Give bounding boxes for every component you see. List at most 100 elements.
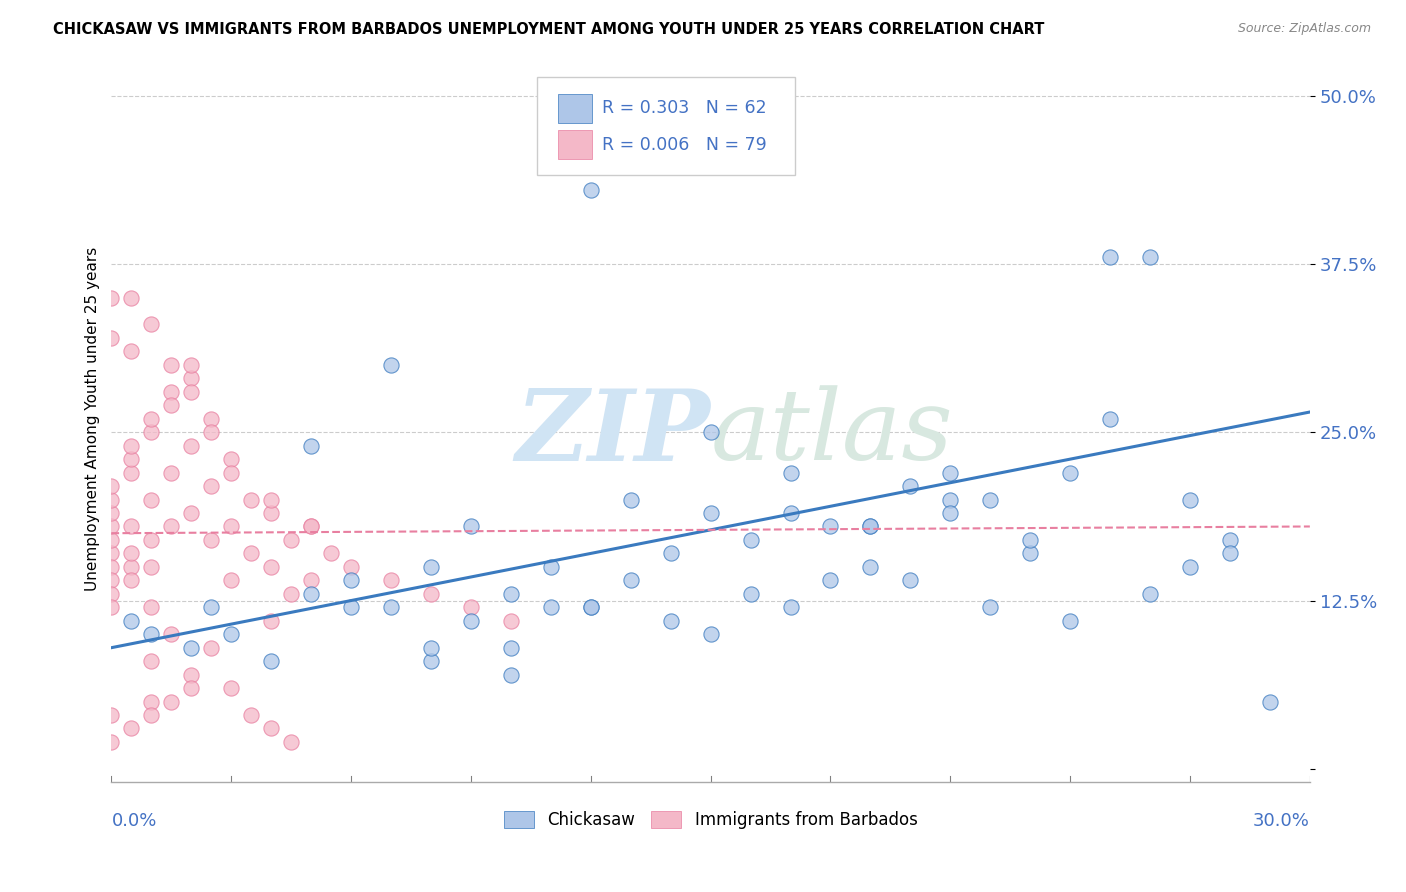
Point [898, 479, 921, 493]
Point [260, 560, 283, 574]
Point [340, 600, 363, 615]
Point [260, 614, 283, 628]
FancyBboxPatch shape [537, 77, 794, 175]
Point [200, 425, 222, 440]
Point [280, 587, 302, 601]
Point [219, 627, 242, 641]
Point [200, 600, 222, 615]
Point [160, 627, 183, 641]
Point [100, 492, 122, 507]
Point [1099, 250, 1122, 264]
Point [141, 654, 163, 668]
Point [380, 358, 402, 372]
Point [579, 183, 602, 197]
Text: R = 0.303   N = 62: R = 0.303 N = 62 [602, 99, 766, 117]
Point [859, 519, 882, 533]
Point [219, 681, 242, 695]
Point [420, 560, 443, 574]
Point [1219, 546, 1241, 560]
Point [141, 600, 163, 615]
Point [1178, 560, 1201, 574]
Point [180, 681, 202, 695]
Point [180, 640, 202, 655]
Point [540, 560, 562, 574]
FancyBboxPatch shape [558, 94, 592, 123]
Point [1219, 533, 1241, 547]
Point [219, 452, 242, 467]
Point [100, 479, 122, 493]
Point [939, 466, 962, 480]
Point [260, 492, 283, 507]
Point [699, 506, 721, 520]
Point [180, 384, 202, 399]
Y-axis label: Unemployment Among Youth under 25 years: Unemployment Among Youth under 25 years [86, 246, 100, 591]
Point [200, 640, 222, 655]
Point [420, 587, 443, 601]
Point [1139, 587, 1161, 601]
Point [299, 574, 322, 588]
Point [939, 492, 962, 507]
Point [100, 546, 122, 560]
Point [120, 466, 142, 480]
Point [340, 560, 363, 574]
Point [499, 614, 522, 628]
Point [160, 398, 183, 412]
Point [160, 519, 183, 533]
Point [299, 519, 322, 533]
Point [859, 560, 882, 574]
Point [1099, 411, 1122, 425]
Point [280, 735, 302, 749]
Point [699, 627, 721, 641]
Point [160, 384, 183, 399]
Point [620, 574, 643, 588]
Point [499, 667, 522, 681]
Point [120, 452, 142, 467]
Point [579, 600, 602, 615]
Point [120, 722, 142, 736]
Point [659, 614, 682, 628]
Point [299, 519, 322, 533]
Point [659, 546, 682, 560]
Point [380, 600, 402, 615]
Point [321, 546, 343, 560]
Point [460, 614, 482, 628]
Point [141, 694, 163, 708]
Point [740, 533, 762, 547]
Point [180, 358, 202, 372]
Point [1139, 250, 1161, 264]
Point [460, 600, 482, 615]
Point [120, 560, 142, 574]
Point [219, 574, 242, 588]
Point [100, 519, 122, 533]
Point [779, 466, 801, 480]
Legend: Chickasaw, Immigrants from Barbados: Chickasaw, Immigrants from Barbados [496, 805, 924, 836]
Point [620, 492, 643, 507]
Point [979, 492, 1001, 507]
Point [240, 546, 263, 560]
Point [779, 506, 801, 520]
Point [120, 519, 142, 533]
FancyBboxPatch shape [558, 130, 592, 159]
Point [340, 574, 363, 588]
Point [979, 600, 1001, 615]
Point [579, 600, 602, 615]
Point [180, 439, 202, 453]
Point [779, 600, 801, 615]
Point [260, 722, 283, 736]
Point [141, 560, 163, 574]
Point [460, 519, 482, 533]
Point [160, 694, 183, 708]
Point [100, 574, 122, 588]
Point [141, 411, 163, 425]
Point [141, 492, 163, 507]
Point [100, 735, 122, 749]
Point [120, 546, 142, 560]
Point [420, 640, 443, 655]
Point [540, 600, 562, 615]
Point [141, 533, 163, 547]
Point [141, 708, 163, 723]
Point [180, 667, 202, 681]
Point [260, 654, 283, 668]
Point [200, 479, 222, 493]
Point [820, 519, 842, 533]
